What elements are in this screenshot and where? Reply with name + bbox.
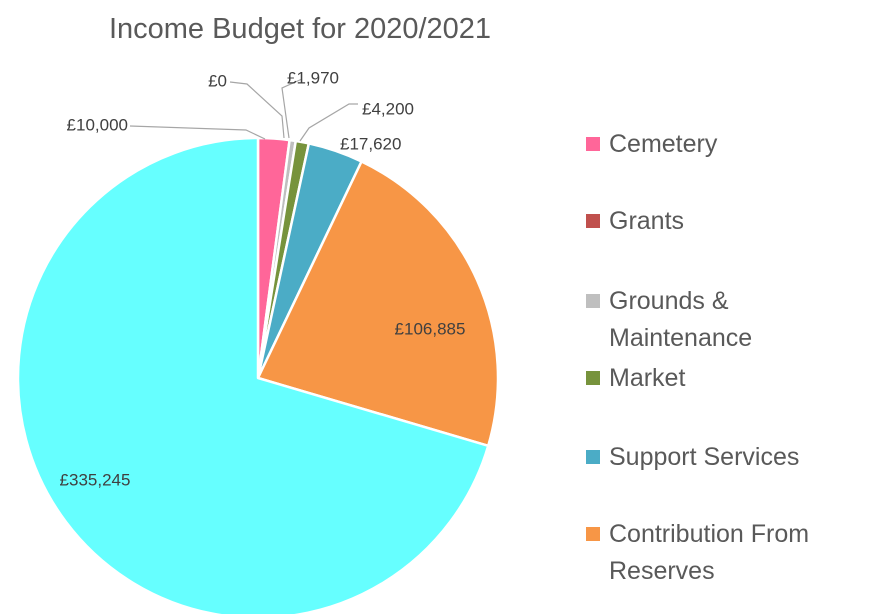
pie-slices <box>16 136 500 614</box>
leader-line-grounds-and-maintenance <box>281 78 303 139</box>
data-label-grants: £0 <box>208 71 227 90</box>
legend-label-support-services: Support Services <box>609 443 799 471</box>
leader-line-cemetery <box>129 125 266 140</box>
legend-swatch-market <box>586 371 600 385</box>
legend: Cemetery Grants Grounds & Maintenance Market… <box>586 130 809 585</box>
data-label-market: £4,200 <box>362 99 414 118</box>
legend-label-grants: Grants <box>609 207 684 235</box>
legend-swatch-support-services <box>586 450 600 464</box>
data-labels: £10,000 £0 £1,970 £4,200 £17,620 £106,885 £335… <box>60 68 466 489</box>
leader-line-market <box>299 103 358 142</box>
data-label-remainder: £335,245 <box>60 470 131 489</box>
legend-label-market: Market <box>609 364 685 392</box>
legend-label-grounds-and-maintenance: Grounds & Maintenance <box>609 287 752 352</box>
slice-contribution-from-reserves <box>256 160 500 448</box>
legend-swatch-cemetery <box>586 137 600 151</box>
legend-label-cemetery: Cemetery <box>609 130 718 158</box>
data-label-contribution-from-reserves: £106,885 <box>395 319 466 338</box>
slice-remainder <box>16 136 490 614</box>
data-label-grounds-and-maintenance: £1,970 <box>287 68 339 87</box>
legend-swatch-grounds-and-maintenance <box>586 294 600 308</box>
leader-lines <box>129 78 358 142</box>
data-label-support-services: £17,620 <box>340 134 401 153</box>
leader-line-grants <box>229 81 285 139</box>
legend-label-contribution-from-reserves: Contribution From Reserves <box>609 520 809 585</box>
chart-title: Income Budget for 2020/2021 <box>109 13 491 45</box>
legend-swatch-contribution-from-reserves <box>586 527 600 541</box>
legend-swatch-grants <box>586 214 600 228</box>
data-label-cemetery: £10,000 <box>67 115 128 134</box>
